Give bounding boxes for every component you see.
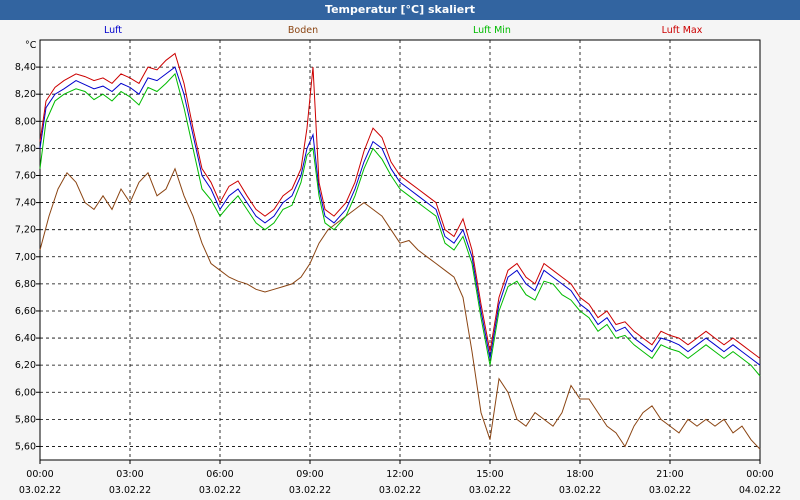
y-tick-label: 5,60 (15, 441, 36, 452)
x-tick-date: 04.02.22 (739, 485, 781, 496)
x-tick-date: 03.02.22 (379, 485, 421, 496)
series-group (39, 52, 761, 450)
x-tick-time: 09:00 (296, 469, 323, 480)
legend-luft-max: Luft Max (662, 25, 703, 36)
y-tick-label: 7,40 (15, 198, 36, 209)
x-tick-time: 15:00 (476, 469, 503, 480)
y-axis: 5,60 5,80 6,00 6,20 6,40 6,60 6,80 7,00 7,20 7,40… (15, 62, 40, 452)
x-tick-date: 03.02.22 (199, 485, 241, 496)
y-tick-label: 6,00 (15, 387, 36, 398)
y-tick-label: 8,40 (15, 62, 36, 73)
x-tick-time: 03:00 (116, 469, 143, 480)
x-tick-time: 12:00 (386, 469, 413, 480)
y-tick-label: 8,00 (15, 116, 36, 127)
chart-title: Temperatur [°C] skaliert (325, 3, 475, 16)
x-tick-date: 03.02.22 (559, 485, 601, 496)
x-tick-time: 21:00 (656, 469, 683, 480)
x-tick-time: 06:00 (206, 469, 233, 480)
y-tick-label: 7,80 (15, 143, 36, 154)
y-tick-label: 6,80 (15, 279, 36, 290)
series-line-boden (39, 167, 761, 450)
y-tick-label: 7,60 (15, 170, 36, 181)
y-axis-label: °C (25, 40, 37, 51)
series-line-luft-min (39, 72, 761, 377)
title-bar: Temperatur [°C] skaliert (0, 0, 800, 20)
y-tick-label: 7,00 (15, 252, 36, 263)
x-tick-date: 03.02.22 (469, 485, 511, 496)
legend-boden: Boden (288, 25, 318, 36)
legend-luft: Luft (104, 25, 122, 36)
legend-luft-min: Luft Min (473, 25, 511, 36)
series-line-luft-max (39, 52, 761, 359)
x-tick-time: 00:00 (26, 469, 53, 480)
x-tick-date: 03.02.22 (289, 485, 331, 496)
y-tick-label: 7,20 (15, 225, 36, 236)
y-tick-label: 6,60 (15, 306, 36, 317)
x-axis: 00:00 03.02.22 03:00 03.02.22 06:00 03.02.22 0… (19, 460, 781, 496)
x-tick-date: 03.02.22 (109, 485, 151, 496)
y-tick-label: 6,20 (15, 360, 36, 371)
x-tick-time: 18:00 (566, 469, 593, 480)
x-tick-date: 03.02.22 (19, 485, 61, 496)
x-tick-time: 00:00 (746, 469, 773, 480)
y-tick-label: 8,20 (15, 89, 36, 100)
y-tick-label: 5,80 (15, 414, 36, 425)
series-line-luft (39, 66, 761, 366)
y-tick-label: 6,40 (15, 333, 36, 344)
legend: Luft Boden Luft Min Luft Max (104, 25, 703, 36)
x-tick-date: 03.02.22 (649, 485, 691, 496)
